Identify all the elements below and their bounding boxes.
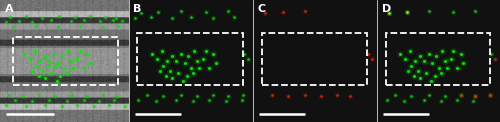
Text: A: A — [5, 4, 14, 14]
Bar — [137, 33, 243, 85]
Text: C: C — [258, 4, 266, 14]
Bar — [13, 37, 118, 85]
Bar — [386, 33, 490, 85]
Text: B: B — [134, 4, 142, 14]
Bar — [262, 33, 367, 85]
Text: D: D — [382, 4, 391, 14]
